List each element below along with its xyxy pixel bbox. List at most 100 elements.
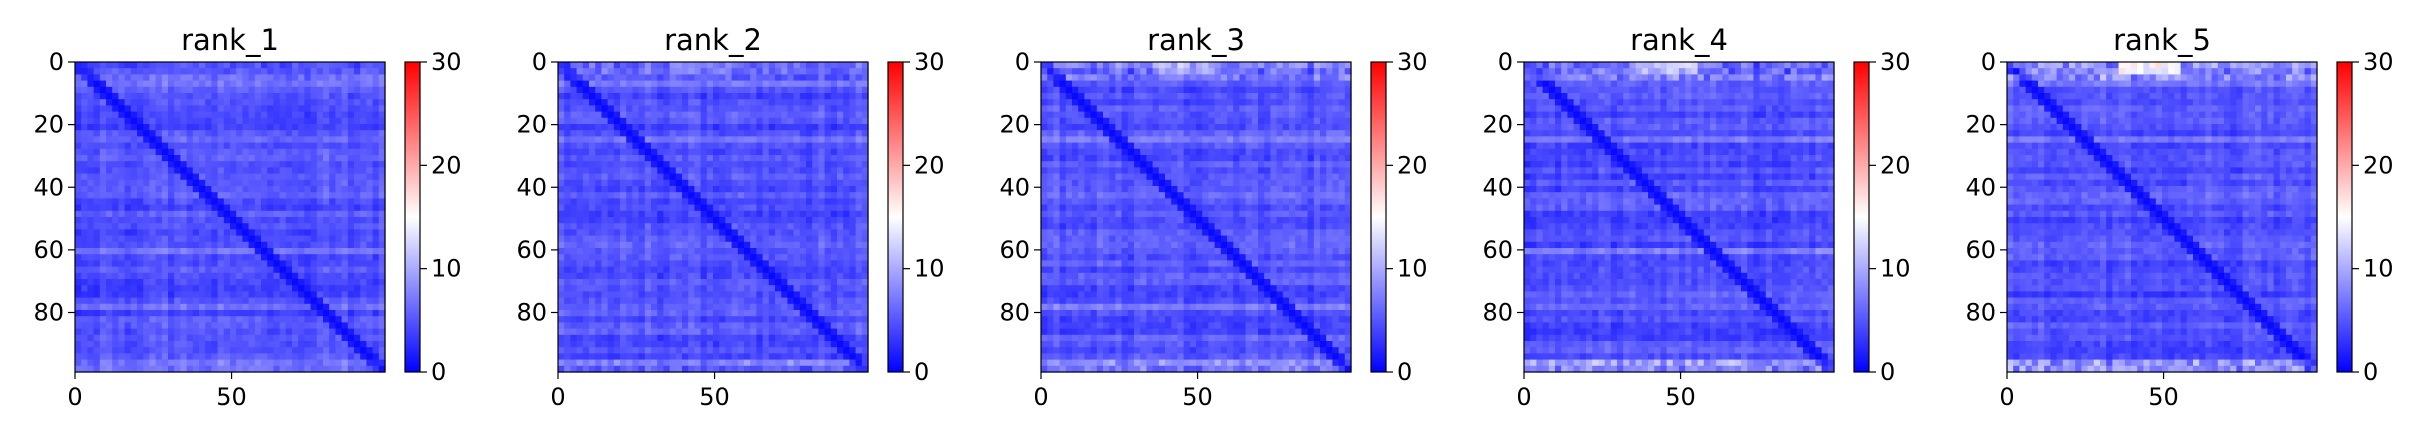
heatmap-cell <box>756 111 764 119</box>
heatmap-cell <box>155 359 163 367</box>
heatmap-cell <box>347 167 355 175</box>
heatmap-cell <box>675 334 683 342</box>
heatmap-cell <box>112 328 119 336</box>
heatmap-cell <box>130 223 138 230</box>
heatmap-cell <box>323 347 330 354</box>
heatmap-cell <box>644 310 652 317</box>
heatmap-cell <box>186 74 194 82</box>
heatmap-cell <box>849 68 857 75</box>
heatmap-cell <box>366 105 374 113</box>
heatmap-cell <box>75 310 82 317</box>
heatmap-cell <box>663 353 671 361</box>
heatmap-cell <box>99 328 107 336</box>
heatmap-cell <box>360 161 367 168</box>
heatmap-cell <box>316 111 324 119</box>
heatmap-cell <box>781 341 788 348</box>
heatmap-cell <box>762 105 770 113</box>
heatmap-cell <box>93 161 101 168</box>
heatmap-cell <box>582 198 590 206</box>
heatmap-cell <box>292 105 299 113</box>
heatmap-cell <box>837 291 844 299</box>
heatmap-cell <box>830 229 838 237</box>
heatmap-cell <box>354 136 361 144</box>
heatmap-cell <box>806 80 813 88</box>
heatmap-cell <box>737 142 745 150</box>
heatmap-cell <box>781 155 788 162</box>
heatmap-cell <box>217 260 225 268</box>
heatmap-cell <box>737 62 745 69</box>
heatmap-cell <box>688 291 695 299</box>
heatmap-cell <box>781 68 788 75</box>
heatmap-cell <box>768 229 776 237</box>
heatmap-cell <box>663 173 671 181</box>
heatmap-cell <box>768 62 776 69</box>
heatmap-cell <box>849 124 857 131</box>
heatmap-cell <box>205 68 212 75</box>
heatmap-cell <box>558 192 565 199</box>
heatmap-cell <box>663 303 671 311</box>
heatmap-cell <box>273 334 281 342</box>
heatmap-cell <box>626 80 633 88</box>
heatmap-cell <box>285 285 293 292</box>
heatmap-cell <box>285 297 293 305</box>
heatmap-cell <box>329 142 336 150</box>
heatmap-cell <box>87 192 95 199</box>
heatmap-cell <box>316 86 324 94</box>
heatmap-cell <box>112 105 119 113</box>
heatmap-cell <box>812 241 819 249</box>
heatmap-cell <box>223 198 231 206</box>
heatmap-cell <box>279 328 287 336</box>
heatmap-cell <box>155 192 163 199</box>
heatmap-cell <box>725 167 733 175</box>
heatmap-cell <box>366 310 374 317</box>
heatmap-cell <box>366 161 374 168</box>
heatmap-cell <box>304 291 312 299</box>
heatmap-cell <box>644 148 652 156</box>
heatmap-cell <box>149 297 157 305</box>
heatmap-cell <box>781 310 788 317</box>
heatmap-cell <box>335 353 343 361</box>
heatmap-cell <box>644 173 652 181</box>
heatmap-cell <box>607 279 615 286</box>
heatmap-cell <box>360 68 367 75</box>
heatmap-cell <box>329 272 336 280</box>
heatmap-cell <box>564 204 571 212</box>
heatmap-cell <box>830 291 838 299</box>
heatmap-cell <box>620 161 627 168</box>
heatmap-cell <box>285 99 293 106</box>
heatmap-cell <box>576 179 584 187</box>
heatmap-cell <box>713 167 720 175</box>
heatmap-cell <box>366 223 374 230</box>
heatmap-cell <box>570 74 578 82</box>
heatmap-cell <box>644 254 652 261</box>
heatmap-cell <box>589 99 596 106</box>
heatmap-cell <box>155 179 163 187</box>
heatmap-cell <box>837 124 844 131</box>
heatmap-cell <box>843 68 850 75</box>
heatmap-cell <box>248 124 256 131</box>
heatmap-cell <box>787 142 795 150</box>
heatmap-cell <box>706 62 714 69</box>
heatmap-cell <box>626 310 633 317</box>
heatmap-cell <box>310 167 318 175</box>
heatmap-cell <box>310 80 318 88</box>
heatmap-cell <box>93 334 101 342</box>
heatmap-cell <box>576 235 584 243</box>
heatmap-cell <box>638 285 646 292</box>
heatmap-cell <box>124 192 132 199</box>
heatmap-cell <box>335 68 343 75</box>
heatmap-cell <box>694 279 702 286</box>
heatmap-cell <box>360 229 367 237</box>
heatmap-cell <box>124 303 132 311</box>
heatmap-cell <box>211 130 219 137</box>
heatmap-cell <box>663 99 671 106</box>
heatmap-cell <box>186 266 194 274</box>
heatmap-cell <box>93 117 101 125</box>
heatmap-cell <box>143 303 150 311</box>
heatmap-cell <box>106 248 113 255</box>
heatmap-cell <box>576 328 584 336</box>
heatmap-cell <box>354 62 361 69</box>
heatmap-cell <box>223 210 231 218</box>
heatmap-cell <box>719 204 726 212</box>
heatmap-cell <box>230 130 237 137</box>
